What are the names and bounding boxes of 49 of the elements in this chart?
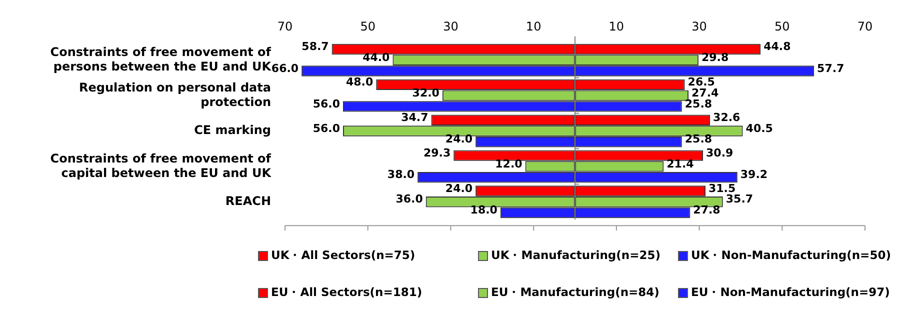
data-label: 58.7 bbox=[302, 40, 329, 54]
data-label: 24.0 bbox=[445, 132, 473, 146]
data-label: 18.0 bbox=[470, 204, 498, 217]
data-label: 24.0 bbox=[445, 182, 473, 195]
data-label: 56.0 bbox=[312, 122, 340, 135]
x-tick-label: 70 bbox=[277, 19, 293, 34]
x-tick-label: 10 bbox=[608, 19, 624, 34]
data-label: 32.6 bbox=[713, 110, 741, 124]
y-tick-label: Regulation on personal data protection bbox=[79, 80, 271, 109]
x-tick-label: 30 bbox=[692, 19, 707, 34]
data-label: 48.0 bbox=[346, 76, 374, 89]
legend-label: UK・All Sectors(n=75) bbox=[271, 248, 416, 263]
data-label: 36.0 bbox=[396, 192, 424, 206]
x-tick-label: 50 bbox=[360, 19, 376, 34]
data-label: 25.8 bbox=[684, 132, 712, 146]
data-label: 25.8 bbox=[684, 97, 712, 110]
y-tick-label: Constraints of free movement of capital between the EU and UK bbox=[50, 151, 272, 180]
data-label: 27.8 bbox=[693, 204, 720, 217]
data-label: 31.5 bbox=[708, 182, 736, 195]
data-label: 40.5 bbox=[746, 122, 773, 135]
data-label: 44.8 bbox=[764, 40, 791, 54]
data-label: 30.9 bbox=[706, 146, 734, 160]
legend-label: UK・Non-Manufacturing(n=50) bbox=[691, 248, 891, 263]
data-label: 66.0 bbox=[271, 62, 299, 75]
data-label: 32.0 bbox=[412, 86, 440, 100]
legend-label: EU・All Sectors(n=181) bbox=[271, 285, 422, 300]
legend-label: EU・Manufacturing(n=84) bbox=[491, 285, 660, 300]
y-tick-label: CE marking bbox=[194, 123, 271, 138]
data-label: 26.5 bbox=[688, 76, 715, 89]
data-label: 29.8 bbox=[701, 50, 729, 64]
data-label: 27.4 bbox=[692, 86, 719, 100]
x-tick-label: 50 bbox=[774, 19, 790, 34]
x-tick-label: 30 bbox=[443, 19, 458, 34]
data-label: 56.0 bbox=[312, 97, 340, 110]
data-label: 38.0 bbox=[387, 168, 415, 182]
data-label: 21.4 bbox=[666, 157, 694, 170]
data-label: 29.3 bbox=[423, 146, 451, 160]
data-label: 35.7 bbox=[726, 192, 754, 206]
x-tick-label: 70 bbox=[857, 19, 873, 34]
x-tick-label: 10 bbox=[526, 19, 542, 34]
y-tick-label: REACH bbox=[225, 194, 271, 208]
data-label: 12.0 bbox=[495, 157, 523, 170]
data-label: 34.7 bbox=[401, 110, 428, 124]
data-label: 39.2 bbox=[740, 168, 768, 182]
data-label: 44.0 bbox=[362, 50, 390, 64]
legend-label: UK・Manufacturing(n=25) bbox=[491, 248, 660, 263]
y-tick-label: Constraints of free movement of persons between the EU and UK bbox=[50, 45, 272, 74]
data-label: 57.7 bbox=[817, 62, 844, 75]
legend-label: EU・Non-Manufacturing(n=97) bbox=[691, 285, 890, 300]
